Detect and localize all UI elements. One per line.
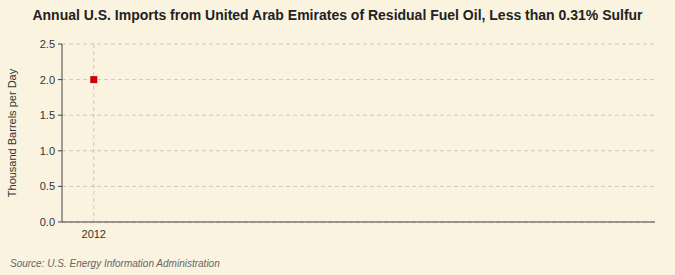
- y-grid-line: [62, 115, 655, 116]
- y-tick-label: 2.0: [40, 74, 55, 86]
- y-tick: [58, 150, 62, 151]
- y-tick: [58, 115, 62, 116]
- grid: [62, 44, 655, 222]
- background: [0, 0, 675, 275]
- y-grid-line: [62, 44, 655, 45]
- source-note: Source: U.S. Energy Information Administ…: [10, 258, 220, 269]
- y-tick-label: 0.5: [40, 180, 55, 192]
- y-tick: [58, 186, 62, 187]
- y-tick-label: 1.0: [40, 145, 55, 157]
- axes: 0.0 0.5 1.0 1.5 2.0 2.5 2012: [40, 38, 655, 240]
- y-grid-line: [62, 222, 655, 223]
- y-tick: [58, 222, 62, 223]
- x-tick-label: 2012: [82, 228, 106, 240]
- y-tick-label: 1.5: [40, 109, 55, 121]
- y-grid-line: [62, 186, 655, 187]
- y-axis-label: Thousand Barrels per Day: [6, 68, 18, 197]
- chart-container: Annual U.S. Imports from United Arab Emi…: [0, 0, 675, 275]
- point: [90, 76, 97, 83]
- y-axis-line: [62, 44, 63, 222]
- data-points: [90, 76, 97, 83]
- y-tick-label: 0.0: [40, 216, 55, 228]
- y-grid-line: [62, 79, 655, 80]
- x-axis-line: [62, 222, 655, 223]
- y-tick: [58, 44, 62, 45]
- title: Annual U.S. Imports from United Arab Emi…: [32, 7, 643, 23]
- y-tick: [58, 79, 62, 80]
- x-guide-line: [93, 44, 94, 222]
- y-tick-label: 2.5: [40, 38, 55, 50]
- chart: Annual U.S. Imports from United Arab Emi…: [0, 0, 675, 275]
- y-grid-line: [62, 150, 655, 151]
